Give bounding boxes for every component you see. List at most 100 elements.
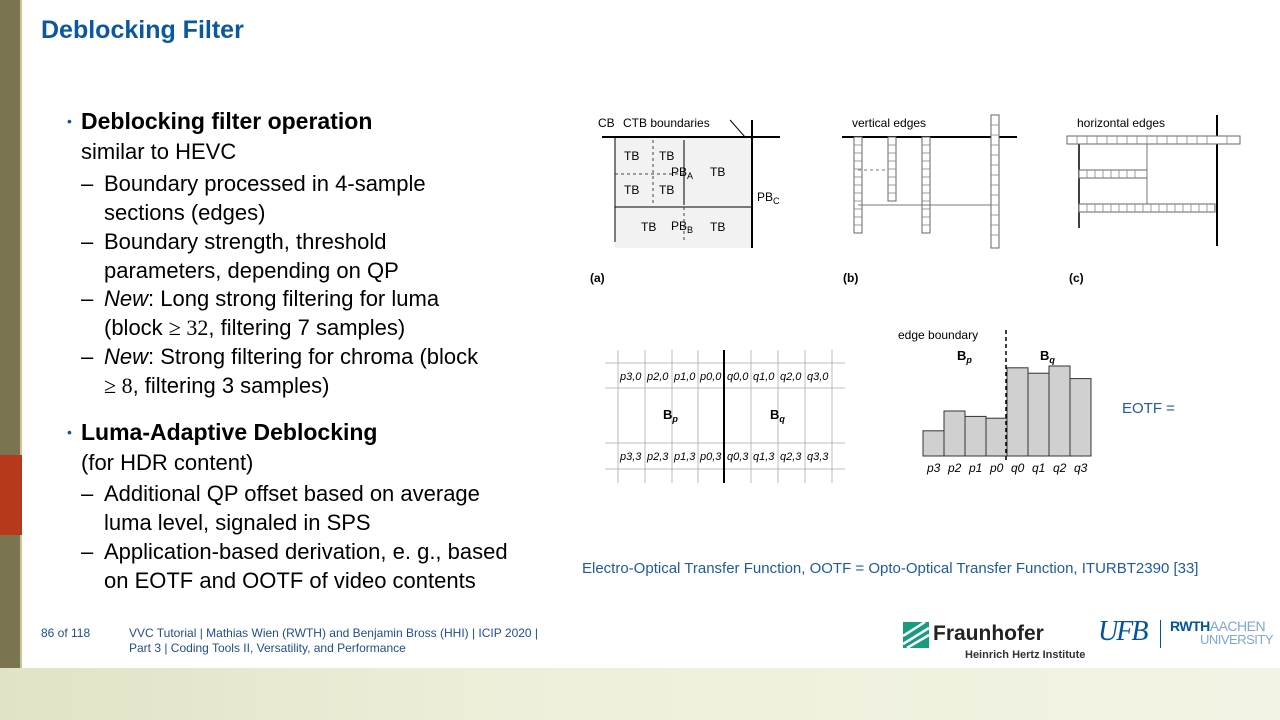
edge-boundary-label: edge boundary — [898, 328, 978, 342]
bp-label: Bp — [663, 407, 678, 424]
grid-cell: p1,3 — [673, 451, 696, 463]
bar-label: p0 — [989, 461, 1004, 475]
footer-line-1: VVC Tutorial | Mathias Wien (RWTH) and B… — [129, 626, 539, 640]
horizontal-edge-rows — [1066, 135, 1241, 213]
sub-item-text: parameters, depending on QP — [104, 258, 399, 283]
eotf-label: EOTF = — [1122, 400, 1175, 417]
sub-item-text: sections (edges) — [104, 200, 266, 225]
ctb-pointer-line — [729, 119, 746, 138]
rwth-university-text: UNIVERSITY — [1200, 632, 1274, 647]
math-expr: ≥ 32 — [168, 315, 209, 340]
bullet-dot-icon: • — [67, 424, 72, 440]
bar-label: q1 — [1032, 461, 1045, 475]
figure-b-caption: (b) — [843, 271, 858, 285]
figure-c-caption: (c) — [1069, 271, 1084, 285]
sub-item-text: New: Strong filtering for chroma (block — [104, 342, 478, 371]
bar-p3 — [922, 430, 945, 457]
sample-grid-figure: p3,0 p2,0 p1,0 p0,0 q0,0 q1,0 q2,0 q3,0 … — [605, 350, 845, 483]
tb-label: TB — [659, 183, 674, 197]
dash-icon: – — [81, 171, 94, 196]
bar-q0 — [1006, 367, 1029, 457]
footer-line-2: Part 3 | Coding Tools II, Versatility, a… — [129, 641, 406, 655]
sub-item-text: : Strong filtering for chroma (block — [148, 344, 479, 369]
rwth-logo: RWTHAACHEN UNIVERSITY — [1170, 618, 1275, 650]
math-expr: ≥ 8 — [104, 373, 133, 398]
grid-cell: q2,0 — [780, 371, 802, 383]
grid-cell: p2,3 — [646, 451, 669, 463]
figure-caption: Electro-Optical Transfer Function, OOTF … — [582, 560, 1199, 577]
ctb-boundaries-label: CTB boundaries — [623, 116, 710, 130]
dash-icon: – — [81, 481, 94, 506]
bar-q2 — [1048, 365, 1071, 457]
bar-q3 — [1069, 378, 1092, 457]
bp-label: Bp — [957, 348, 972, 365]
bullet-heading: Deblocking filter operation — [81, 108, 373, 134]
fraunhofer-name: Fraunhofer — [933, 622, 1044, 645]
sub-item-text: , filtering 7 samples) — [208, 315, 406, 340]
bullet-subheading: similar to HEVC — [81, 139, 237, 164]
grid-cell: q0,3 — [727, 451, 749, 463]
bullet-subheading: (for HDR content) — [81, 450, 254, 475]
grid-cell: p2,0 — [646, 371, 669, 383]
sub-item-text: Additional QP offset based on average — [104, 481, 480, 506]
grid-cell: p0,0 — [699, 371, 722, 383]
bar-label: p1 — [968, 461, 982, 475]
bar-label: q2 — [1053, 461, 1067, 475]
sub-item-text: Boundary processed in 4-sample — [104, 171, 426, 196]
ufb-logo: UFB — [1098, 616, 1148, 647]
logo-divider — [1160, 620, 1161, 648]
bar-label: p2 — [947, 461, 962, 475]
grid-cell: p0,3 — [699, 451, 722, 463]
dash-icon: – — [81, 229, 94, 254]
footer-band — [0, 668, 1280, 720]
left-decor-band — [0, 0, 22, 720]
bar-group — [922, 365, 1092, 457]
figure-a-caption: (a) — [590, 271, 605, 285]
bq-label: Bq — [1040, 348, 1055, 365]
vertical-edges-label: vertical edges — [852, 116, 926, 130]
dash-icon: – — [81, 344, 94, 369]
sub-item-text: (block — [104, 315, 169, 340]
edge-sample-bar-figure: edge boundary Bp Bq p3 p2 p1 p0 q0 q1 q2 q3 — [898, 328, 1092, 475]
sub-item-text: ≥ 8, filtering 3 samples) — [104, 371, 329, 400]
cb-label: CB — [598, 116, 615, 130]
vertical-edge-columns — [853, 114, 1000, 249]
bq-label: Bq — [770, 407, 785, 424]
bullet-heading: Luma-Adaptive Deblocking — [81, 419, 378, 445]
bar-p1 — [964, 415, 987, 457]
rwth-text: RWTH — [1170, 618, 1210, 634]
tb-label: TB — [624, 149, 639, 163]
new-label: New — [104, 286, 149, 311]
bar-p0 — [985, 417, 1008, 457]
bar-label: p3 — [926, 461, 941, 475]
bar-label: q0 — [1011, 461, 1025, 475]
block-boundary-figure: CB CTB boundaries TB TB TB TB PBA TB TB … — [590, 114, 1241, 285]
left-red-accent — [0, 455, 22, 535]
tb-label: TB — [710, 220, 725, 234]
fraunhofer-logo: Fraunhofer Heinrich Hertz Institute — [903, 620, 1103, 664]
bullet-dot-icon: • — [67, 113, 72, 129]
bar-label-group: p3 p2 p1 p0 q0 q1 q2 q3 — [926, 461, 1088, 475]
dash-icon: – — [81, 286, 94, 311]
dash-icon: – — [81, 539, 94, 564]
hhi-name: Heinrich Hertz Institute — [965, 649, 1086, 661]
grid-cell: q1,0 — [753, 371, 775, 383]
grid-cell: q3,3 — [807, 451, 829, 463]
grid-cell: q2,3 — [780, 451, 802, 463]
sub-item-text: : Long strong filtering for luma — [148, 286, 440, 311]
grid-cell: p1,0 — [673, 371, 696, 383]
tb-label: TB — [710, 165, 725, 179]
pbb-label: PBB — [671, 219, 693, 235]
pba-label: PBA — [671, 165, 693, 181]
rwth-aachen-text: AACHEN — [1209, 618, 1266, 634]
bar-label: q3 — [1074, 461, 1088, 475]
sub-item-text: New: Long strong filtering for luma — [104, 284, 439, 313]
grid-bottom-row: p3,3 p2,3 p1,3 p0,3 q0,3 q1,3 q2,3 q3,3 — [619, 451, 829, 463]
sub-item-text: on EOTF and OOTF of video contents — [104, 568, 476, 593]
left-decor-line — [20, 0, 22, 720]
grid-cell: q3,0 — [807, 371, 829, 383]
fraunhofer-logo-icon — [903, 622, 929, 648]
sub-item-text: luma level, signaled in SPS — [104, 510, 371, 535]
grid-top-row: p3,0 p2,0 p1,0 p0,0 q0,0 q1,0 q2,0 q3,0 — [619, 371, 829, 383]
tb-label: TB — [659, 149, 674, 163]
